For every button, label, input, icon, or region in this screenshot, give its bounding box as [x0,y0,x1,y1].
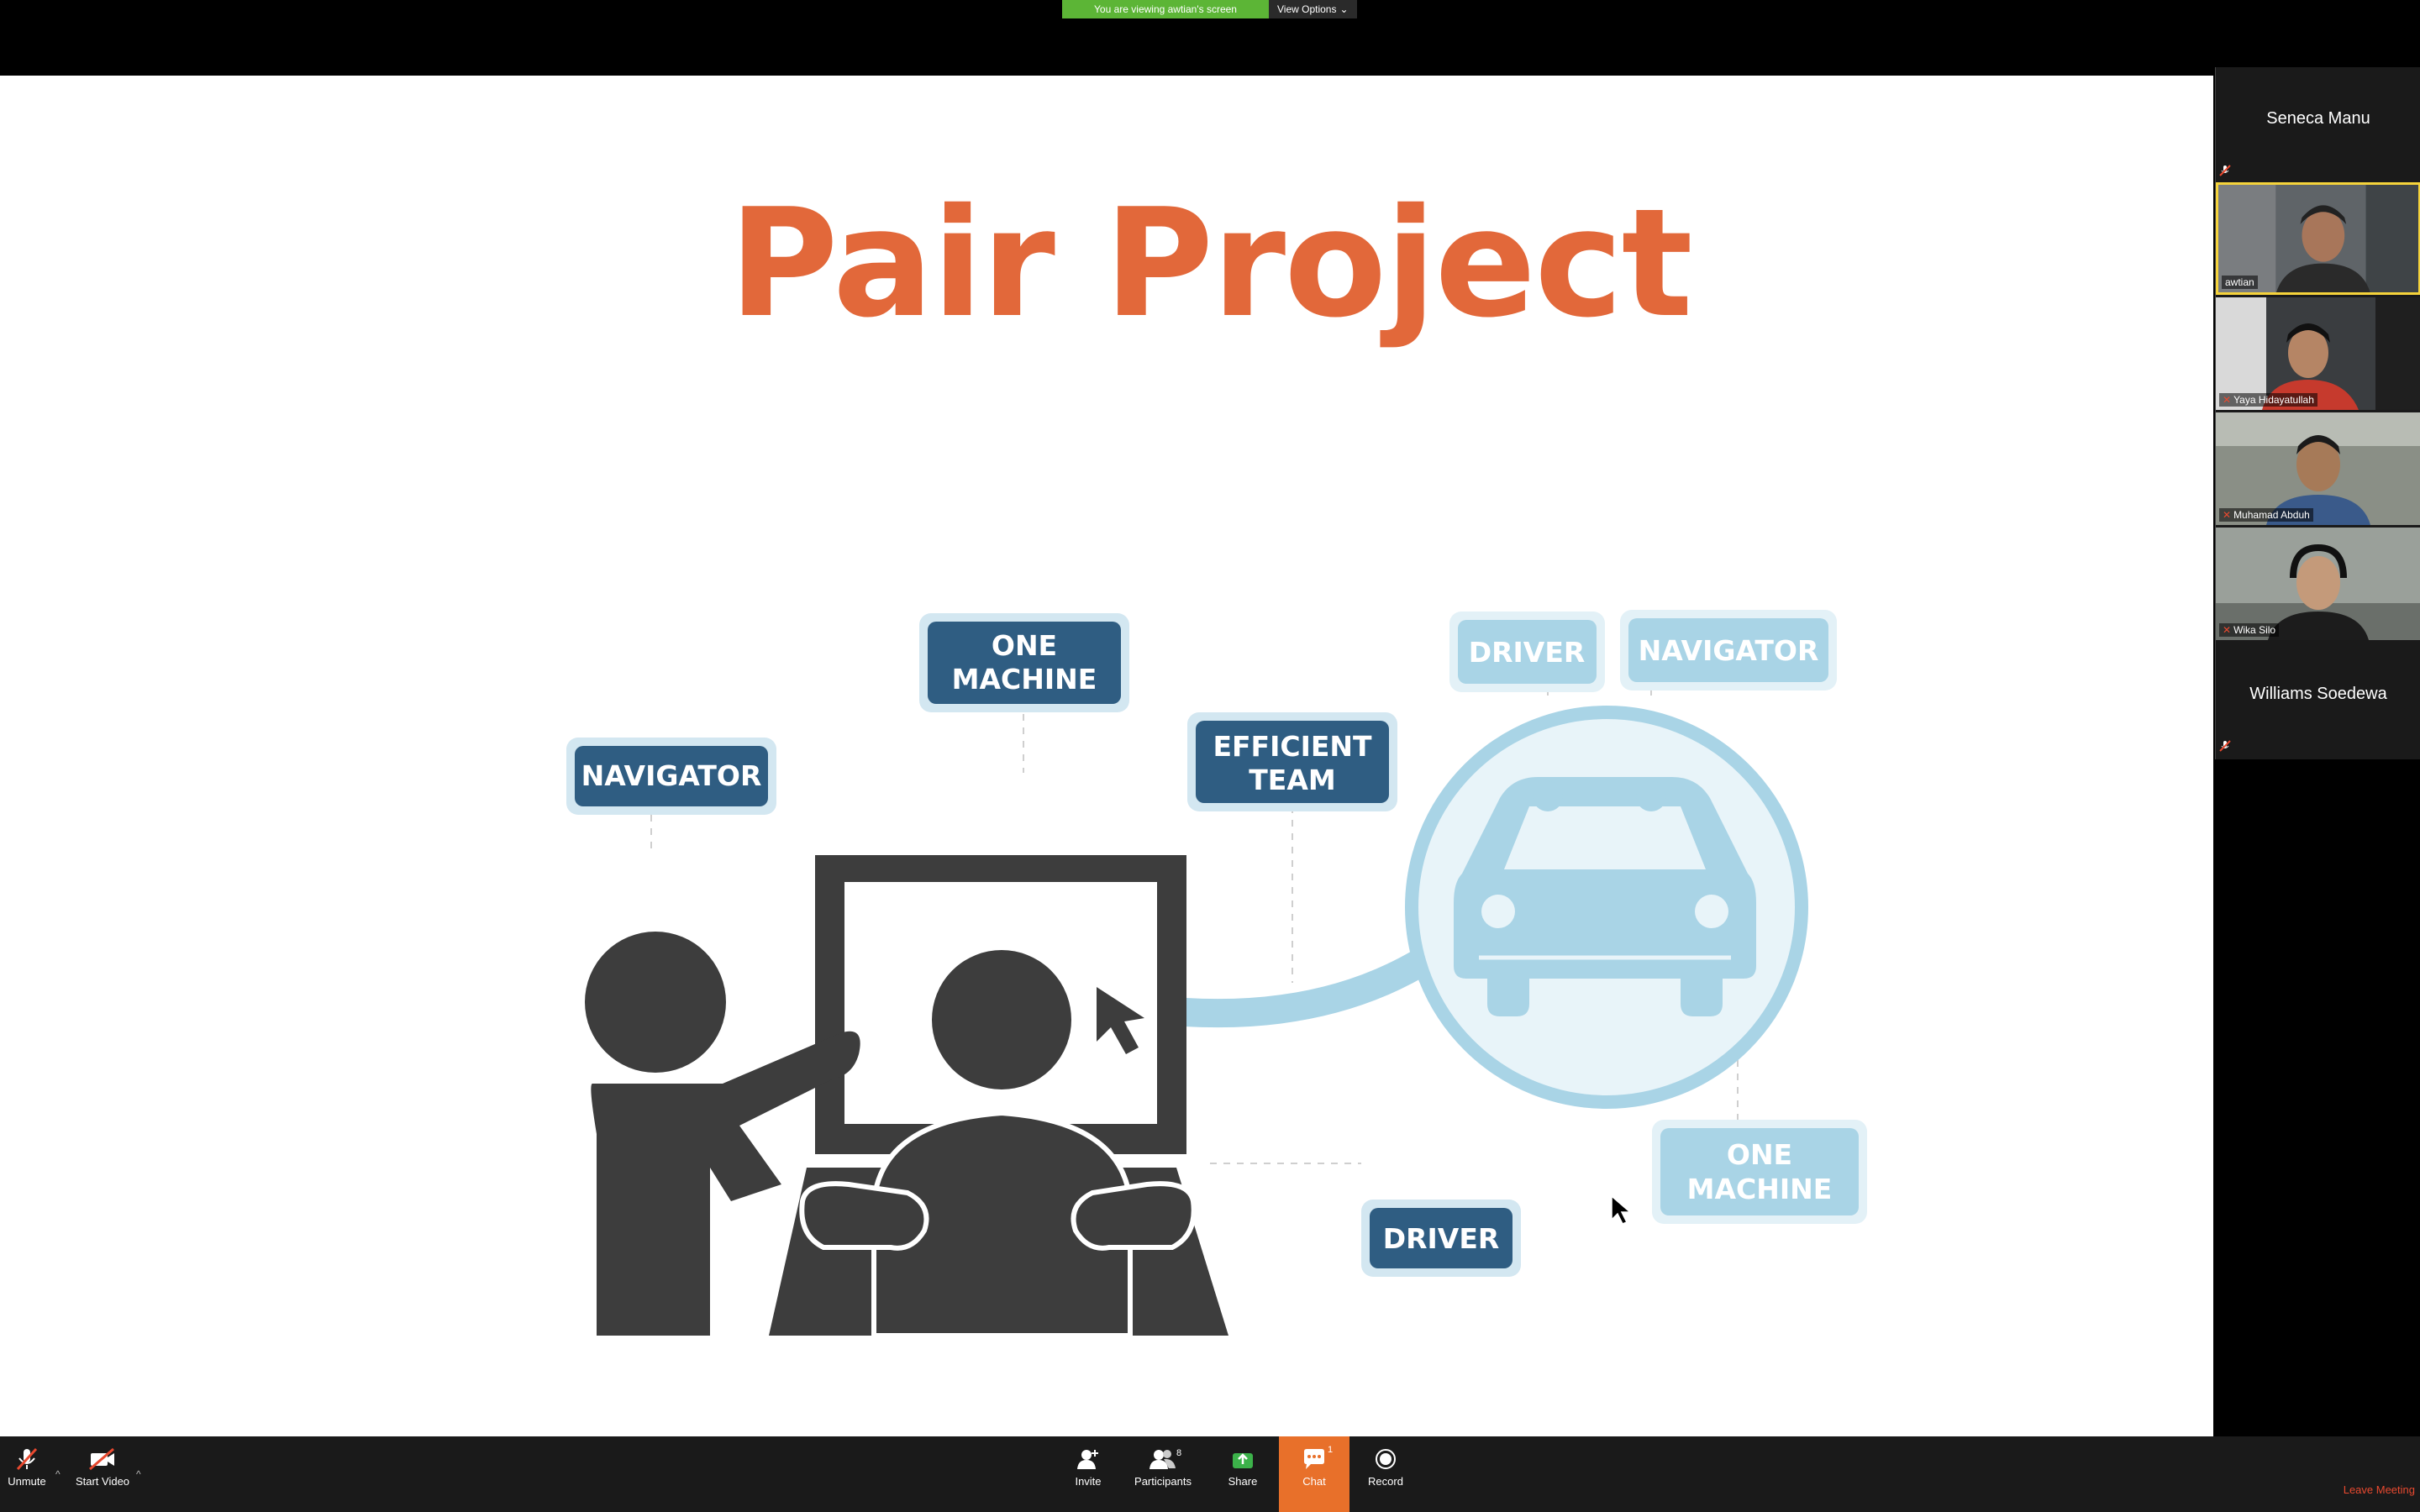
leave-meeting-button[interactable]: Leave Meeting [2343,1483,2415,1496]
one-machine-right-line1: ONE [1727,1138,1792,1171]
start-video-label: Start Video [75,1475,130,1488]
mic-muted-icon [2219,165,2231,176]
share-label: Share [1228,1475,1258,1488]
car-icon [1405,706,1808,1109]
participant-tile[interactable]: ✕ Wika Silo [2216,528,2420,640]
participants-icon [1150,1450,1176,1469]
record-label: Record [1368,1475,1403,1488]
share-screen-icon [1233,1453,1253,1468]
efficient-line2: TEAM [1249,764,1335,796]
label-navigator-right: NAVIGATOR [1620,610,1837,690]
driver-person-icon [769,945,1228,1338]
audio-options-caret[interactable]: ^ [55,1468,60,1480]
pair-programming-diagram: NAVIGATOR ONE MACHINE EFFICIENT TEAM DRI… [566,610,1867,1338]
chat-button[interactable]: Chat [1279,1436,1349,1512]
navigator-right-text: NAVIGATOR [1639,634,1819,667]
label-one-machine-right: ONE MACHINE [1652,1120,1867,1224]
mic-muted-icon [2219,740,2231,752]
chat-label: Chat [1302,1475,1326,1488]
label-efficient-team: EFFICIENT TEAM [1187,712,1397,811]
label-driver-bottom: DRIVER [1361,1200,1521,1277]
view-options-button[interactable]: View Options ⌄ [1269,0,1357,18]
participant-nametag: ✕ Wika Silo [2219,623,2280,637]
driver-top-text: DRIVER [1469,636,1586,669]
navigator-left-text: NAVIGATOR [581,759,762,792]
one-machine-top-line2: MACHINE [952,663,1097,696]
participant-nametag: ✕ Yaya Hidayatullah [2219,393,2317,407]
participant-name: Seneca Manu [2266,109,2370,128]
participant-tile-active[interactable]: awtian [2216,182,2420,295]
record-button[interactable]: Record [1365,1443,1407,1509]
mic-muted-icon: ✕ [2223,509,2232,521]
participant-tile[interactable]: ✕ Yaya Hidayatullah [2216,297,2420,410]
slide-title: Pair Project [729,176,1692,350]
video-options-caret[interactable]: ^ [136,1468,141,1480]
participant-name: Yaya Hidayatullah [2233,394,2314,406]
shared-slide: Pair Project [0,76,2213,1436]
add-person-icon [1077,1450,1098,1469]
camera-feed-image [2218,185,2418,292]
mic-muted-icon [16,1447,38,1471]
participants-label: Participants [1134,1475,1192,1488]
video-off-icon [89,1447,114,1471]
participant-nametag: awtian [2222,276,2258,289]
label-navigator-left: NAVIGATOR [566,738,776,815]
meeting-toolbar: Unmute ^ Start Video ^ Invite Participan… [0,1436,2420,1512]
chevron-down-icon: ⌄ [1339,3,1349,15]
invite-button[interactable]: Invite [1067,1443,1109,1509]
chat-bubble-icon [1304,1449,1324,1469]
participant-name: Muhamad Abduh [2233,509,2310,521]
unmute-label: Unmute [8,1475,46,1488]
participants-count: 8 [1176,1448,1182,1458]
participant-name: Wika Silo [2233,624,2276,636]
viewing-notice: You are viewing awtian's screen [1062,0,1269,18]
participants-button[interactable]: Participants [1133,1443,1193,1509]
participants-video-panel: Seneca Manu awtian ✕ Yaya [2215,67,2420,759]
participant-name: Williams Soedewa [2249,685,2387,703]
participant-nametag: ✕ Muhamad Abduh [2219,508,2313,522]
efficient-line1: EFFICIENT [1213,730,1372,763]
record-icon [1376,1449,1396,1469]
label-one-machine-top: ONE MACHINE [919,613,1129,712]
driver-bottom-text: DRIVER [1383,1222,1500,1255]
one-machine-top-line1: ONE [992,629,1057,662]
start-video-button[interactable]: Start Video [74,1443,131,1509]
unmute-button[interactable]: Unmute [3,1443,50,1509]
participant-tile[interactable]: Williams Soedewa [2216,643,2420,755]
mic-muted-icon: ✕ [2223,624,2232,636]
label-driver-top: DRIVER [1449,612,1605,692]
screen-share-banner: You are viewing awtian's screen View Opt… [1062,0,1357,18]
chat-unread-badge: 1 [1328,1445,1334,1455]
invite-label: Invite [1075,1475,1102,1488]
mic-muted-icon: ✕ [2223,394,2232,406]
view-options-label: View Options [1277,3,1337,15]
participant-name: awtian [2225,276,2254,288]
one-machine-right-line2: MACHINE [1687,1173,1833,1205]
mouse-cursor-icon [1611,1194,1633,1225]
share-button[interactable]: Share [1222,1443,1264,1509]
participant-tile[interactable]: ✕ Muhamad Abduh [2216,412,2420,525]
navigator-person-icon [585,932,860,1336]
participant-tile[interactable]: Seneca Manu [2216,67,2420,180]
